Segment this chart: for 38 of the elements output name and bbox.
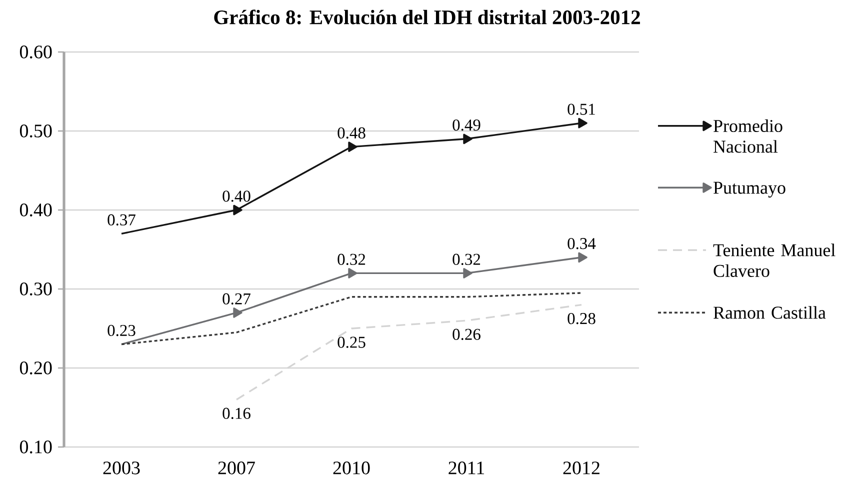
x-tick-label: 2003 — [103, 462, 140, 474]
y-tick-label: 0.40 — [20, 204, 52, 216]
point — [578, 252, 588, 263]
y-tick-label: 0.30 — [20, 282, 52, 296]
data-label: 0.32 — [452, 254, 480, 265]
data-label: 0.25 — [338, 336, 366, 348]
data-label: 0.28 — [568, 313, 596, 324]
point — [233, 308, 242, 318]
point — [463, 134, 472, 144]
legend-label: Promedio Nacional — [714, 119, 782, 153]
point — [463, 268, 472, 278]
x-tick-label: 2007 — [218, 462, 255, 474]
data-label: 0.49 — [452, 120, 480, 131]
y-tick-label: 0.50 — [20, 124, 52, 138]
data-label: 0.51 — [568, 104, 595, 115]
point — [348, 268, 358, 278]
data-label: 0.48 — [338, 127, 366, 139]
data-label: 0.16 — [222, 408, 250, 420]
data-label: 0.32 — [338, 254, 366, 265]
point — [578, 118, 588, 128]
chart-title: Gráfico 8: Evolución del IDH distrital 2003-2012 — [214, 10, 640, 24]
point — [348, 142, 358, 152]
data-label: 0.27 — [222, 293, 250, 304]
y-tick-label: 0.20 — [20, 362, 52, 374]
data-label: 0.37 — [108, 214, 136, 226]
y-tick-label: 0.10 — [20, 440, 52, 454]
data-label: 0.26 — [452, 328, 480, 340]
x-tick-label: 2010 — [333, 462, 370, 474]
data-label: 0.40 — [222, 190, 250, 202]
x-tick-label: 2011 — [448, 462, 484, 474]
data-label: 0.23 — [108, 324, 136, 336]
legend-label: Ramon Castilla — [714, 306, 826, 319]
y-tick-label: 0.60 — [20, 46, 52, 58]
legend-label: Putumayo — [714, 182, 786, 198]
data-label: 0.34 — [568, 238, 596, 250]
legend-label: Teniente Manuel Clavero — [713, 244, 836, 277]
x-tick-label: 2012 — [563, 462, 600, 474]
point — [233, 204, 242, 216]
